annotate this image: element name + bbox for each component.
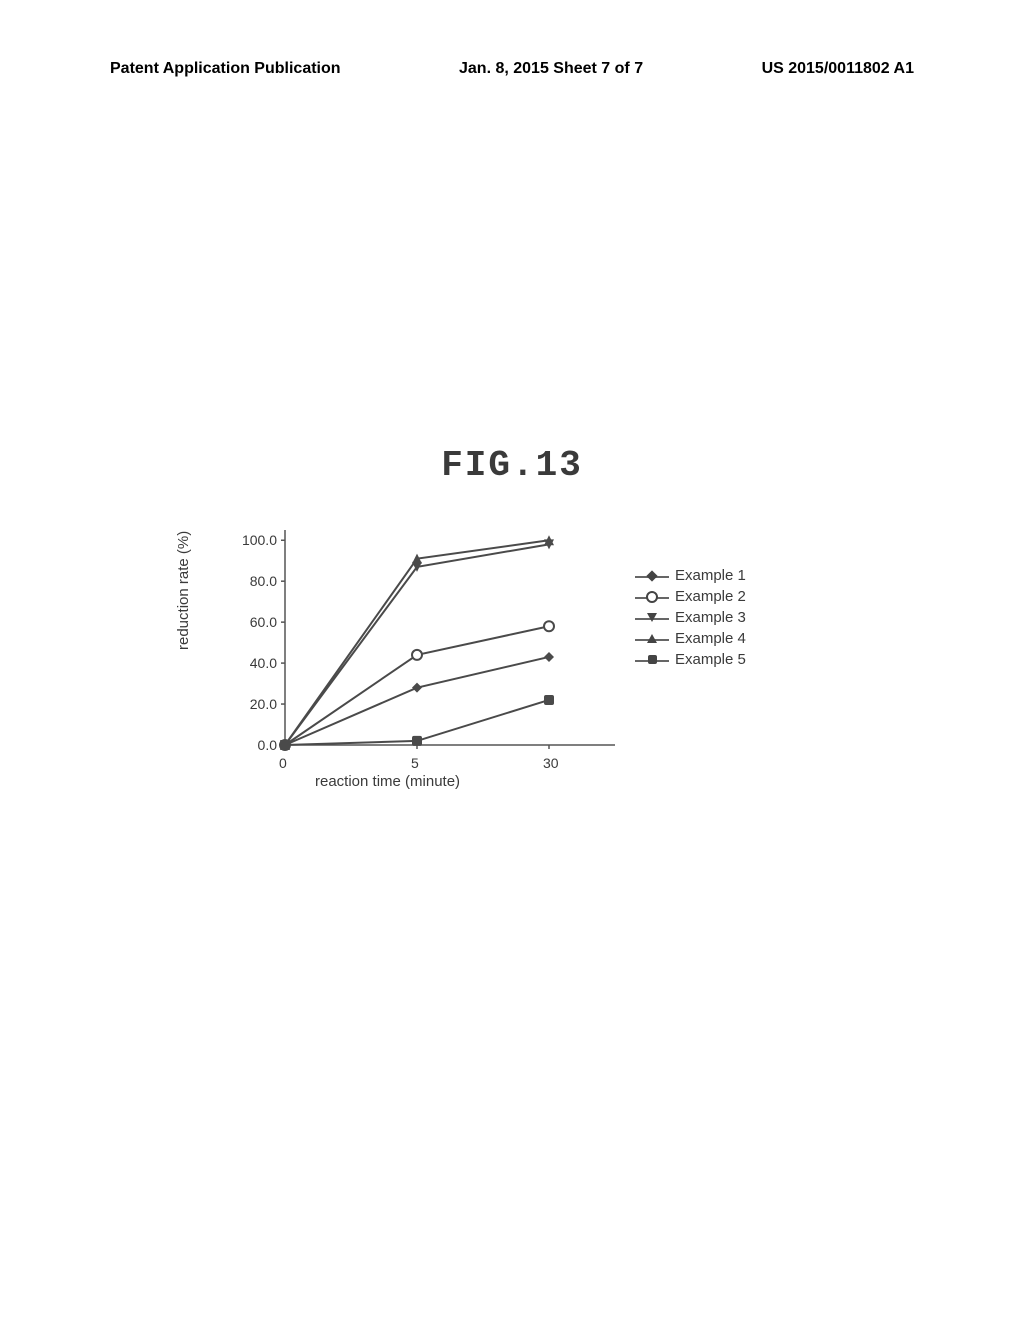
legend-marker-icon xyxy=(647,634,657,643)
legend-label: Example 3 xyxy=(675,607,746,628)
series-marker xyxy=(412,650,422,660)
legend-item: Example 1 xyxy=(635,565,746,586)
header-right: US 2015/0011802 A1 xyxy=(762,60,914,78)
page: Patent Application Publication Jan. 8, 2… xyxy=(0,0,1024,1320)
legend-marker-icon xyxy=(646,591,658,603)
legend-marker-icon xyxy=(647,613,657,622)
series-marker xyxy=(544,695,554,705)
y-tick-label: 80.0 xyxy=(237,573,277,589)
legend-line-icon xyxy=(635,653,669,667)
series-marker xyxy=(544,621,554,631)
legend-label: Example 1 xyxy=(675,565,746,586)
y-tick-label: 0.0 xyxy=(237,737,277,753)
legend-line-icon xyxy=(635,632,669,646)
legend: Example 1Example 2Example 3Example 4Exam… xyxy=(635,565,746,670)
legend-line-icon xyxy=(635,569,669,583)
x-tick-label: 5 xyxy=(411,755,419,771)
y-axis-label: reduction rate (%) xyxy=(175,531,192,650)
legend-label: Example 4 xyxy=(675,628,746,649)
header-center: Jan. 8, 2015 Sheet 7 of 7 xyxy=(459,60,643,78)
legend-line-icon xyxy=(635,590,669,604)
page-header: Patent Application Publication Jan. 8, 2… xyxy=(0,60,1024,78)
legend-line-icon xyxy=(635,611,669,625)
y-tick-label: 100.0 xyxy=(237,532,277,548)
legend-item: Example 3 xyxy=(635,607,746,628)
legend-item: Example 2 xyxy=(635,586,746,607)
series-marker xyxy=(280,740,290,750)
series-marker xyxy=(544,652,554,662)
chart: reduction rate (%) reaction time (minute… xyxy=(195,520,835,820)
legend-item: Example 4 xyxy=(635,628,746,649)
y-tick-label: 40.0 xyxy=(237,655,277,671)
header-left: Patent Application Publication xyxy=(110,60,341,78)
series-marker xyxy=(412,736,422,746)
legend-item: Example 5 xyxy=(635,649,746,670)
legend-label: Example 5 xyxy=(675,649,746,670)
series-line xyxy=(285,544,549,745)
y-tick-label: 60.0 xyxy=(237,614,277,630)
x-tick-label: 0 xyxy=(279,755,287,771)
legend-marker-icon xyxy=(646,570,657,581)
figure-title: FIG.13 xyxy=(0,445,1024,486)
x-tick-label: 30 xyxy=(543,755,559,771)
y-tick-label: 20.0 xyxy=(237,696,277,712)
legend-marker-icon xyxy=(648,655,657,664)
series-line xyxy=(285,657,549,745)
legend-label: Example 2 xyxy=(675,586,746,607)
series-marker xyxy=(412,683,422,693)
